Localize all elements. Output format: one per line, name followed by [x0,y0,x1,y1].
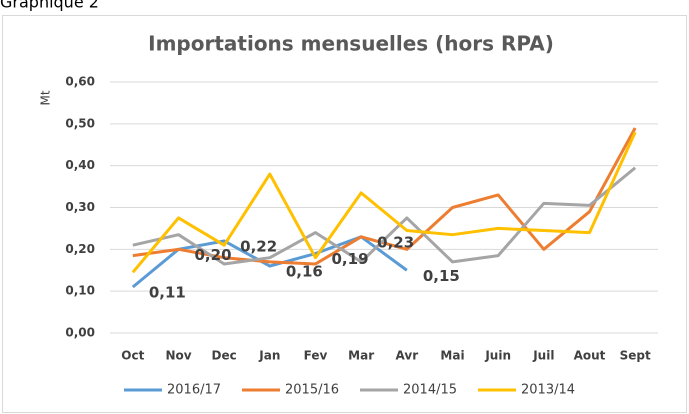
y-tick-label: 0,00 [65,326,95,340]
chart-border [2,15,687,413]
y-tick-label: 0,10 [65,284,95,298]
data-label: 0,16 [286,263,323,281]
data-label: 0,11 [149,283,186,301]
x-tick-label: Juin [484,349,511,363]
x-tick-label: Dec [212,349,237,363]
x-tick-label: Juil [532,349,554,363]
series-line [131,131,637,274]
data-label: 0,19 [332,250,369,268]
caption: Graphique 2 [0,0,99,12]
series-line [132,166,637,266]
x-tick-label: Aout [574,349,606,363]
x-tick-label: Avr [396,349,419,363]
series-line [132,127,637,266]
data-label: 0,23 [377,233,414,251]
y-tick-label: 0,40 [65,158,95,172]
y-tick-label: 0,20 [65,242,95,256]
x-tick-label: Mai [440,349,464,363]
chart-title: Importations mensuelles (hors RPA) [148,32,554,56]
x-tick-label: Oct [121,349,144,363]
x-tick-label: Sept [620,349,651,363]
legend-label: 2015/16 [285,383,339,398]
x-tick-label: Mar [348,349,374,363]
x-tick-label: Nov [165,349,191,363]
y-axis-label: Mt [39,90,53,105]
data-label: 0,15 [423,267,460,285]
y-tick-label: 0,60 [65,75,95,89]
y-tick-label: 0,30 [65,200,95,214]
data-label: 0,22 [240,237,277,255]
data-label: 0,20 [195,246,232,264]
y-tick-label: 0,50 [65,116,95,130]
x-tick-label: Fev [304,349,328,363]
legend-label: 2013/14 [521,383,575,398]
legend-label: 2016/17 [167,383,221,398]
x-tick-label: Jan [258,349,280,363]
legend-label: 2014/15 [403,383,457,398]
